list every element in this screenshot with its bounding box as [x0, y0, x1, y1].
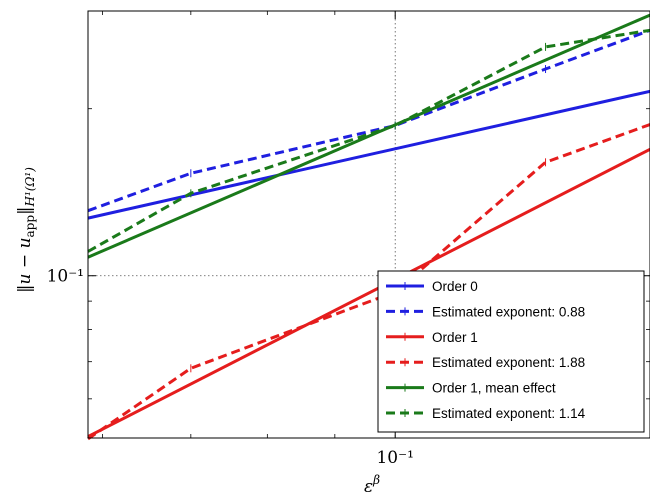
- series-line-0: [87, 89, 650, 220]
- series-line-1: [87, 28, 650, 213]
- legend-label-5: Estimated exponent: 1.14: [432, 406, 586, 421]
- series-line-2: [87, 147, 650, 438]
- x-tick-label: 10⁻¹: [376, 448, 413, 468]
- series-line-4: [87, 13, 650, 259]
- legend-label-1: Estimated exponent: 0.88: [432, 304, 585, 319]
- legend-label-0: Order 0: [432, 279, 478, 294]
- legend-label-2: Order 1: [432, 330, 478, 345]
- plot-frame: [87, 10, 650, 439]
- legend-label-4: Order 1, mean effect: [432, 381, 556, 396]
- legend-label-3: Estimated exponent: 1.88: [432, 355, 585, 370]
- x-axis-label: εβ: [364, 473, 380, 497]
- axis-ticks: [88, 11, 650, 438]
- legend-box: [377, 270, 645, 433]
- y-tick-label: 10⁻¹: [47, 267, 84, 287]
- tick-labels: 10⁻¹ 10⁻¹: [47, 267, 414, 468]
- series-line-5: [87, 28, 650, 253]
- y-axis-label: ‖u − uapp‖H¹(Ω¹): [15, 167, 37, 293]
- legend: Order 0 Estimated exponent: 0.88 Order 1 Es…: [377, 270, 645, 433]
